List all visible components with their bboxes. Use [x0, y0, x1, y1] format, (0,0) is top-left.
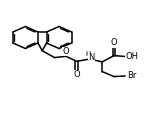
Text: Br: Br — [127, 72, 136, 80]
Text: O: O — [63, 47, 69, 56]
Text: O: O — [111, 38, 117, 47]
Text: O: O — [73, 70, 80, 79]
Text: OH: OH — [126, 52, 139, 61]
Text: N: N — [88, 53, 95, 62]
Text: H: H — [86, 51, 91, 57]
